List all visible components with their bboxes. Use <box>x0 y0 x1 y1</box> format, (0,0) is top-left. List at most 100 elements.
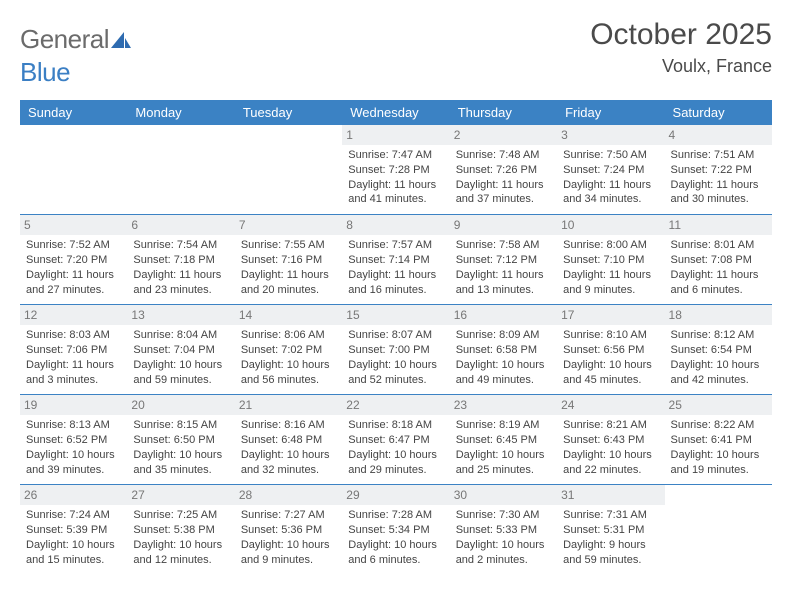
sunset-value: 7:10 PM <box>603 254 644 266</box>
logo-text-general: General <box>20 24 109 54</box>
daylight-label: Daylight: <box>133 449 176 461</box>
sunrise-line: Sunrise: 8:06 AM <box>241 328 336 343</box>
sunrise-value: 8:09 AM <box>499 329 539 341</box>
sunset-line: Sunset: 6:56 PM <box>563 343 658 358</box>
sunset-label: Sunset: <box>456 254 493 266</box>
daylight-label: Daylight: <box>348 269 391 281</box>
sunrise-line: Sunrise: 7:48 AM <box>456 148 551 163</box>
sunrise-line: Sunrise: 7:54 AM <box>133 238 228 253</box>
sunset-line: Sunset: 7:10 PM <box>563 253 658 268</box>
sunset-label: Sunset: <box>133 344 170 356</box>
daylight-label: Daylight: <box>671 449 714 461</box>
sunrise-line: Sunrise: 7:55 AM <box>241 238 336 253</box>
sunset-label: Sunset: <box>26 344 63 356</box>
sunrise-label: Sunrise: <box>563 509 603 521</box>
sunrise-value: 7:54 AM <box>177 239 217 251</box>
sunrise-line: Sunrise: 7:52 AM <box>26 238 121 253</box>
sunset-value: 6:54 PM <box>711 344 752 356</box>
sunrise-line: Sunrise: 7:25 AM <box>133 508 228 523</box>
sunrise-label: Sunrise: <box>133 509 173 521</box>
daylight-line: Daylight: 10 hours and 52 minutes. <box>348 358 443 388</box>
sunrise-label: Sunrise: <box>563 239 603 251</box>
sunrise-line: Sunrise: 7:58 AM <box>456 238 551 253</box>
calendar-day-cell <box>665 485 772 575</box>
daylight-line: Daylight: 10 hours and 9 minutes. <box>241 538 336 568</box>
sunrise-value: 7:27 AM <box>284 509 324 521</box>
sunrise-value: 8:18 AM <box>392 419 432 431</box>
sunrise-label: Sunrise: <box>26 329 66 341</box>
daylight-line: Daylight: 10 hours and 25 minutes. <box>456 448 551 478</box>
calendar-day-cell <box>20 125 127 215</box>
sunset-label: Sunset: <box>133 254 170 266</box>
sunset-label: Sunset: <box>563 344 600 356</box>
sunset-value: 7:28 PM <box>389 164 430 176</box>
sunset-value: 5:31 PM <box>603 524 644 536</box>
daylight-line: Daylight: 11 hours and 9 minutes. <box>563 268 658 298</box>
sunset-value: 6:50 PM <box>174 434 215 446</box>
sunrise-line: Sunrise: 8:03 AM <box>26 328 121 343</box>
sunrise-label: Sunrise: <box>241 329 281 341</box>
sunset-line: Sunset: 6:54 PM <box>671 343 766 358</box>
sunrise-line: Sunrise: 8:18 AM <box>348 418 443 433</box>
sunrise-value: 8:22 AM <box>714 419 754 431</box>
sunrise-line: Sunrise: 8:16 AM <box>241 418 336 433</box>
sunset-label: Sunset: <box>348 164 385 176</box>
day-number: 31 <box>557 485 664 505</box>
sunrise-value: 7:52 AM <box>69 239 109 251</box>
daylight-label: Daylight: <box>563 359 606 371</box>
sunset-line: Sunset: 7:26 PM <box>456 163 551 178</box>
sunset-line: Sunset: 7:04 PM <box>133 343 228 358</box>
sunset-value: 7:12 PM <box>496 254 537 266</box>
calendar-day-cell: 25Sunrise: 8:22 AMSunset: 6:41 PMDayligh… <box>665 395 772 485</box>
sunset-label: Sunset: <box>348 434 385 446</box>
calendar-table: SundayMondayTuesdayWednesdayThursdayFrid… <box>20 100 772 575</box>
sunset-line: Sunset: 6:48 PM <box>241 433 336 448</box>
calendar-day-cell: 16Sunrise: 8:09 AMSunset: 6:58 PMDayligh… <box>450 305 557 395</box>
sunrise-label: Sunrise: <box>26 239 66 251</box>
sunrise-line: Sunrise: 8:01 AM <box>671 238 766 253</box>
sunrise-label: Sunrise: <box>26 419 66 431</box>
sunrise-line: Sunrise: 7:31 AM <box>563 508 658 523</box>
sunset-line: Sunset: 5:31 PM <box>563 523 658 538</box>
sunset-value: 6:48 PM <box>281 434 322 446</box>
sunset-label: Sunset: <box>671 164 708 176</box>
sunset-line: Sunset: 5:36 PM <box>241 523 336 538</box>
sunrise-value: 7:51 AM <box>714 149 754 161</box>
daylight-line: Daylight: 11 hours and 41 minutes. <box>348 178 443 208</box>
sunset-line: Sunset: 7:18 PM <box>133 253 228 268</box>
sunset-label: Sunset: <box>26 434 63 446</box>
sunset-value: 6:45 PM <box>496 434 537 446</box>
daylight-label: Daylight: <box>456 539 499 551</box>
weekday-header: Friday <box>557 100 664 125</box>
sunrise-value: 8:07 AM <box>392 329 432 341</box>
day-number: 24 <box>557 395 664 415</box>
daylight-line: Daylight: 11 hours and 34 minutes. <box>563 178 658 208</box>
sunset-label: Sunset: <box>456 434 493 446</box>
day-number: 15 <box>342 305 449 325</box>
sunrise-value: 7:48 AM <box>499 149 539 161</box>
sunrise-value: 8:12 AM <box>714 329 754 341</box>
calendar-day-cell: 27Sunrise: 7:25 AMSunset: 5:38 PMDayligh… <box>127 485 234 575</box>
month-title: October 2025 <box>590 18 772 52</box>
calendar-day-cell <box>235 125 342 215</box>
sunset-label: Sunset: <box>26 524 63 536</box>
daylight-label: Daylight: <box>26 359 69 371</box>
sunrise-label: Sunrise: <box>133 329 173 341</box>
calendar-day-cell: 24Sunrise: 8:21 AMSunset: 6:43 PMDayligh… <box>557 395 664 485</box>
sunset-label: Sunset: <box>348 344 385 356</box>
sunset-label: Sunset: <box>456 344 493 356</box>
calendar-day-cell: 28Sunrise: 7:27 AMSunset: 5:36 PMDayligh… <box>235 485 342 575</box>
sunset-label: Sunset: <box>563 524 600 536</box>
sunset-label: Sunset: <box>241 434 278 446</box>
sunset-value: 7:02 PM <box>281 344 322 356</box>
sunrise-label: Sunrise: <box>671 239 711 251</box>
calendar-day-cell: 3Sunrise: 7:50 AMSunset: 7:24 PMDaylight… <box>557 125 664 215</box>
daylight-line: Daylight: 11 hours and 23 minutes. <box>133 268 228 298</box>
daylight-label: Daylight: <box>26 539 69 551</box>
daylight-label: Daylight: <box>671 179 714 191</box>
daylight-line: Daylight: 11 hours and 3 minutes. <box>26 358 121 388</box>
calendar-day-cell: 22Sunrise: 8:18 AMSunset: 6:47 PMDayligh… <box>342 395 449 485</box>
daylight-label: Daylight: <box>563 539 606 551</box>
sunrise-value: 8:13 AM <box>69 419 109 431</box>
daylight-line: Daylight: 10 hours and 22 minutes. <box>563 448 658 478</box>
